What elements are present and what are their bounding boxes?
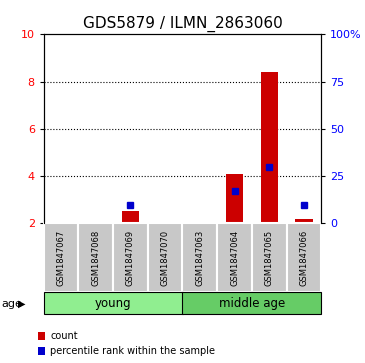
Text: middle age: middle age	[219, 297, 285, 310]
Bar	[217, 223, 252, 292]
Bar	[44, 292, 182, 314]
Bar	[148, 223, 182, 292]
Bar	[226, 174, 243, 223]
Bar	[113, 223, 148, 292]
Text: GSM1847065: GSM1847065	[265, 230, 274, 286]
Text: GSM1847066: GSM1847066	[299, 230, 308, 286]
Text: young: young	[95, 297, 131, 310]
Bar	[295, 219, 312, 223]
Bar	[287, 223, 321, 292]
Bar	[261, 72, 278, 223]
Bar	[78, 223, 113, 292]
Text: GSM1847069: GSM1847069	[126, 230, 135, 286]
Bar	[252, 223, 287, 292]
Bar	[44, 223, 78, 292]
Text: GSM1847063: GSM1847063	[195, 230, 204, 286]
Title: GDS5879 / ILMN_2863060: GDS5879 / ILMN_2863060	[82, 16, 283, 32]
Text: GSM1847064: GSM1847064	[230, 230, 239, 286]
Text: age: age	[2, 299, 23, 309]
Text: GSM1847067: GSM1847067	[57, 230, 66, 286]
Legend: count, percentile rank within the sample: count, percentile rank within the sample	[38, 331, 215, 356]
Text: GSM1847068: GSM1847068	[91, 230, 100, 286]
Bar	[182, 292, 321, 314]
Bar	[122, 211, 139, 223]
Text: GSM1847070: GSM1847070	[161, 230, 170, 286]
Bar	[182, 223, 217, 292]
Text: ▶: ▶	[18, 299, 25, 309]
